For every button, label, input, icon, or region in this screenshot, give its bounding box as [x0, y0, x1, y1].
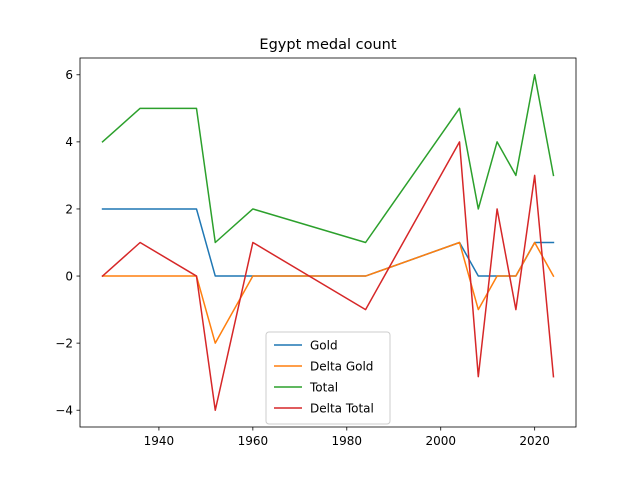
legend-label: Total [309, 380, 338, 394]
x-tick-label: 1940 [144, 434, 175, 448]
y-tick-label: 6 [65, 68, 73, 82]
series-line-delta-total [101, 141, 555, 411]
y-tick-label: −2 [55, 336, 73, 350]
x-tick-label: 2020 [519, 434, 550, 448]
y-tick-label: −4 [55, 404, 73, 418]
y-tick-label: 0 [65, 269, 73, 283]
legend-label: Delta Gold [310, 359, 373, 373]
legend-label: Gold [310, 338, 338, 352]
chart-title: Egypt medal count [259, 37, 396, 53]
y-tick-label: 4 [65, 135, 73, 149]
series-line-total [101, 74, 555, 244]
series-layer [101, 74, 555, 411]
y-tick-label: 2 [65, 202, 73, 216]
x-tick-label: 2000 [425, 434, 456, 448]
legend-box [265, 331, 391, 425]
axes-layer: 1940 1960 1980 2000 2020 −4 −2 0 2 4 6 [55, 57, 577, 448]
series-line-delta-gold [101, 241, 555, 344]
legend-label: Delta Total [310, 401, 374, 415]
axes-frame [79, 57, 577, 428]
x-tick-label: 1960 [238, 434, 269, 448]
legend: Gold Delta Gold Total Delta Total [265, 331, 391, 425]
x-tick-label: 1980 [332, 434, 363, 448]
